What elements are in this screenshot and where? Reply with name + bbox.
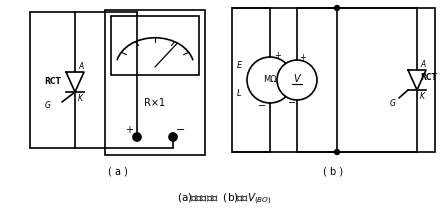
Text: A: A <box>420 60 425 69</box>
Circle shape <box>170 134 176 140</box>
Text: L: L <box>237 89 241 99</box>
Text: K: K <box>78 94 83 103</box>
Text: K: K <box>420 92 425 101</box>
Text: +: + <box>275 51 281 60</box>
Text: −: − <box>258 101 266 111</box>
Text: E: E <box>237 61 242 71</box>
Text: (a)检查逆导性  (b)测量$V_{(BO)}$: (a)检查逆导性 (b)测量$V_{(BO)}$ <box>177 192 271 207</box>
Text: A: A <box>78 62 83 71</box>
Text: ( b ): ( b ) <box>323 167 344 177</box>
Bar <box>105 10 205 155</box>
Text: R×1: R×1 <box>144 98 166 108</box>
Text: V: V <box>294 74 300 84</box>
Text: G: G <box>390 99 396 108</box>
Text: RCT: RCT <box>44 77 61 85</box>
Circle shape <box>335 150 340 155</box>
Circle shape <box>133 133 141 141</box>
Text: RCT: RCT <box>420 74 437 82</box>
Circle shape <box>247 57 293 103</box>
Circle shape <box>169 133 177 141</box>
Text: +: + <box>300 53 306 62</box>
Text: MΩ: MΩ <box>263 76 277 84</box>
Circle shape <box>335 5 340 10</box>
Text: −: − <box>177 125 185 135</box>
Bar <box>232 8 435 152</box>
Text: G: G <box>45 100 51 110</box>
Circle shape <box>134 134 140 140</box>
Text: +: + <box>125 125 133 135</box>
Text: −: − <box>288 98 296 108</box>
Circle shape <box>277 60 317 100</box>
Text: ( a ): ( a ) <box>108 167 127 177</box>
Bar <box>111 16 199 75</box>
